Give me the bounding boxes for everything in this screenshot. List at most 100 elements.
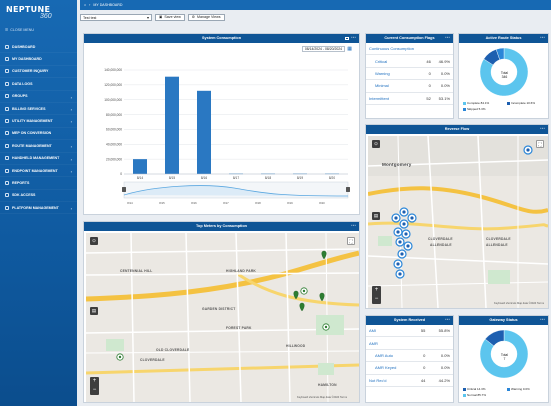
chevron-right-icon: › <box>70 156 72 162</box>
sidebar-item-my-dashboard[interactable]: MY DASHBOARD <box>0 53 77 66</box>
row-label[interactable]: AMR Auto <box>366 349 414 363</box>
table-row[interactable]: Warning 0 0.0% <box>366 67 453 81</box>
map-area-label: GARDEN DISTRICT <box>202 307 236 311</box>
reverse-flow-panel: Reverse Flow ⋯ Montgomery CLOVERDALE ALL… <box>365 124 549 309</box>
map-marker-dot <box>396 262 400 266</box>
zoom-out-button[interactable]: − <box>374 296 379 302</box>
top-meters-map[interactable]: CENTENNIAL HILL HIGHLAND PARK GARDEN DIS… <box>86 233 359 402</box>
table-row[interactable]: Minimal 0 0.0% <box>366 79 453 93</box>
chevron-down-icon: ▾ <box>146 14 149 20</box>
sidebar-item-endpoint-management[interactable]: ENDPOINT MANAGEMENT › <box>0 165 77 178</box>
location-icon[interactable]: ⊙ <box>90 237 98 245</box>
row-label[interactable]: Warning <box>366 67 423 81</box>
more-options-icon[interactable]: ⋯ <box>540 35 545 41</box>
more-options-icon[interactable]: ⋯ <box>351 223 356 229</box>
view-toolbar: Test test ▾ ▣ Save view ⚙ Manage Views <box>80 12 551 22</box>
layers-icon[interactable]: ▤ <box>372 212 380 220</box>
donut-slice <box>495 47 505 60</box>
table-row[interactable]: AMR <box>366 336 453 350</box>
legend-label: Incomplete 10.6% <box>511 101 536 105</box>
row-count: 44 <box>413 374 429 387</box>
date-range-picker[interactable]: 08/14/2024 - 08/20/2024 <box>301 46 345 52</box>
legend-item[interactable]: Incomplete 10.6% <box>507 101 535 106</box>
legend-item[interactable]: Skipped 5.3% <box>463 107 486 112</box>
legend-swatch <box>507 102 510 105</box>
row-label[interactable]: AMI <box>366 325 414 338</box>
sidebar-item-handheld-management[interactable]: HANDHELD MANAGEMENT › <box>0 153 77 165</box>
sidebar-item-label: CUSTOMER INQUIRY <box>12 69 49 74</box>
more-options-icon[interactable]: ⋯ <box>445 35 450 41</box>
row-label[interactable]: Minimal <box>366 79 423 93</box>
row-pct <box>428 336 453 350</box>
sidebar-item-sdk-access[interactable]: SDK ACCESS <box>0 190 77 203</box>
legend-item[interactable]: Normal 85.7% <box>463 393 486 398</box>
row-label[interactable]: Intermittent <box>366 92 423 105</box>
system-received-panel: System Received ⋯ AMI 55 55.8% AMR AMR Aut… <box>365 315 454 403</box>
map-area-label: CLOVERDALE <box>428 237 453 241</box>
row-label[interactable]: Not Rec'd <box>366 374 414 387</box>
sidebar-item-customer-inquiry[interactable]: CUSTOMER INQUIRY <box>0 66 77 79</box>
panel-title: Current Consumption Flags <box>384 36 435 40</box>
sidebar-nav: DASHBOARD MY DASHBOARD CUSTOMER INQUIRY DAT… <box>0 41 77 215</box>
table-row[interactable]: AMR Keyed 0 0.0% <box>366 361 453 375</box>
reverse-flow-map[interactable]: Montgomery CLOVERDALE ALLENDALE CLOVERDA… <box>368 136 548 308</box>
billing-icon <box>5 106 9 111</box>
manage-views-button[interactable]: ⚙ Manage Views <box>187 13 225 21</box>
sidebar-item-route-management[interactable]: ROUTE MANAGEMENT › <box>0 140 77 153</box>
y-tick-label: 120,000,000 <box>104 83 122 87</box>
more-options-icon[interactable]: ⋯ <box>445 317 450 323</box>
more-options-icon[interactable]: ⋯ <box>540 126 545 132</box>
table-row[interactable]: AMR Auto 0 0.0% <box>366 349 453 363</box>
y-tick-label: 100,000,000 <box>104 98 122 102</box>
table-row[interactable]: Critical 46 46.9% <box>366 54 453 68</box>
fullscreen-icon[interactable]: ⛶ <box>347 237 355 245</box>
legend-item[interactable]: Complete 84.1% <box>463 101 489 106</box>
sidebar-item-label: HANDHELD MANAGEMENT <box>12 156 60 161</box>
sidebar-item-platform-management[interactable]: PLATFORM MANAGEMENT › <box>0 202 77 215</box>
sidebar-item-mep-on-conversion[interactable]: MEP ON CONVERSION <box>0 128 77 141</box>
row-label[interactable]: Critical <box>366 54 423 68</box>
x-tick-label: 8/20 <box>329 176 335 180</box>
close-menu-button[interactable]: ☰ CLOSE MENU <box>5 28 34 32</box>
breadcrumb[interactable]: MY DASHBOARD <box>93 3 123 7</box>
sidebar-item-data-logs[interactable]: DATA LOGS <box>0 78 77 91</box>
row-label[interactable]: Continuous Consumption <box>366 43 423 56</box>
navigator-tick-label: 8/19 <box>287 201 293 205</box>
table-row[interactable]: Intermittent 52 53.1% <box>366 92 453 105</box>
y-tick-label: 0 <box>120 172 122 176</box>
map-area-label: CLOVERDALE <box>140 358 165 362</box>
map-marker-dot <box>410 216 414 220</box>
view-select[interactable]: Test test ▾ <box>80 13 152 21</box>
zoom-in-button[interactable]: + <box>374 287 379 293</box>
sidebar-item-reports[interactable]: REPORTS <box>0 177 77 190</box>
navigator-tick-label: 8/18 <box>255 201 261 205</box>
table-row[interactable]: Continuous Consumption <box>366 43 453 56</box>
expand-icon[interactable] <box>345 36 349 40</box>
table-row[interactable]: Not Rec'd 44 44.2% <box>366 374 453 387</box>
zoom-out-button[interactable]: − <box>92 387 97 393</box>
layers-icon[interactable]: ▤ <box>90 307 98 315</box>
range-handle-right <box>346 187 350 192</box>
home-icon[interactable]: ⌂ <box>84 3 87 7</box>
more-options-icon[interactable]: ⋯ <box>351 35 356 41</box>
row-pct <box>433 43 453 56</box>
row-label[interactable]: AMR <box>366 336 414 350</box>
legend-item[interactable]: Warning 0.0% <box>507 387 530 392</box>
row-label[interactable]: AMR Keyed <box>366 361 414 375</box>
calendar-icon[interactable]: ▦ <box>347 45 352 52</box>
sidebar-item-utility-management[interactable]: UTILITY MANAGEMENT › <box>0 115 77 128</box>
zoom-in-button[interactable]: + <box>92 378 97 384</box>
save-view-button[interactable]: ▣ Save view <box>155 13 185 21</box>
sidebar-item-billing-services[interactable]: BILLING SERVICES › <box>0 103 77 116</box>
sidebar-item-dashboard[interactable]: DASHBOARD <box>0 41 77 54</box>
table-row[interactable]: AMI 55 55.8% <box>366 325 453 338</box>
neptune-logo[interactable]: NEPTUNE 360 <box>4 3 74 25</box>
location-icon[interactable]: ⊙ <box>372 140 380 148</box>
legend-label: Critical 14.3% <box>467 387 486 391</box>
more-options-icon[interactable]: ⋯ <box>540 317 545 323</box>
legend-item[interactable]: Critical 14.3% <box>463 387 486 392</box>
fullscreen-icon[interactable]: ⛶ <box>536 140 544 148</box>
donut-center: Total 346 <box>459 71 550 79</box>
row-pct: 0.0% <box>428 361 453 375</box>
sidebar-item-groups[interactable]: GROUPS › <box>0 91 77 103</box>
